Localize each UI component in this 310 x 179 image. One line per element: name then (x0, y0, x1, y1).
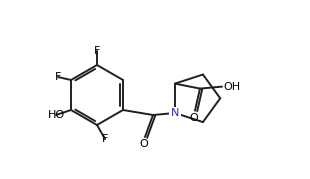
Text: HO: HO (47, 110, 64, 120)
Text: F: F (94, 46, 100, 56)
Text: F: F (102, 134, 108, 144)
Text: O: O (190, 113, 198, 123)
Text: O: O (140, 139, 148, 149)
Text: F: F (55, 72, 61, 82)
Text: N: N (171, 108, 179, 118)
Text: OH: OH (224, 82, 241, 92)
